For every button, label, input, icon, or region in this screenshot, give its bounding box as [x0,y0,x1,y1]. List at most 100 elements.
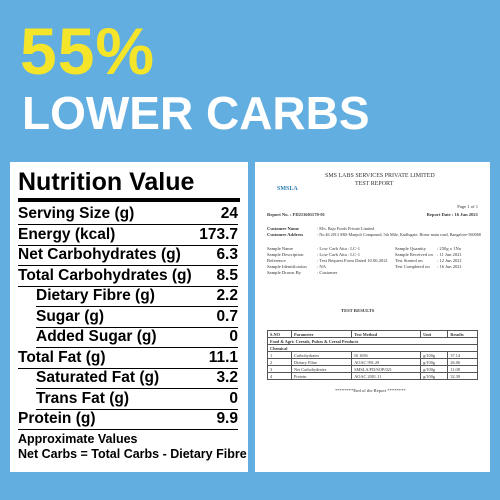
logo: SMSLA [277,186,298,192]
nutrition-row: Protein (g) 9.9 [18,409,238,430]
end-note: ********End of the Report ******** [335,388,406,393]
nutrition-row: Total Carbohydrates (g) 8.5 [18,266,238,287]
nutrient-label: Total Carbohydrates (g) [18,266,192,284]
nutrition-row: Added Sugar (g) 0 [36,327,238,348]
nutrient-label: Saturated Fat (g) [36,369,160,386]
nutrient-value: 24 [220,205,238,222]
nutrition-row: Sugar (g) 0.7 [36,307,238,328]
info-field: : Low Carb Atta : LC-1 [317,252,360,257]
table-row: 3 Net Carbohydrates SMSLA/FD/SOP/021 g/100g… [266,365,478,373]
report-date: Report Date : 16 Jun 2021 [426,212,478,217]
table-cell: Carbohydrates [291,351,353,359]
header-cell: Parameter [291,330,353,338]
nutrition-row: Net Carbohydrates (g) 6.3 [18,245,238,266]
table-cell: 2 [266,358,293,366]
nutrient-label: Net Carbohydrates (g) [18,246,181,263]
results-title: TEST RESULTS [341,308,375,313]
doc-title: TEST REPORT [355,181,394,187]
header-cell: Test Method [351,330,422,338]
report-card: SMSLA SMS LABS SERVICES PRIVATE LIMITED … [255,162,490,472]
table-header: S.NO Parameter Test Method Unit Results [266,330,478,338]
info-value: : No.46 2013 SRS Manjuli Compound, 5th M… [317,232,481,237]
info-field: : Test Request Form Dated 10.06.2021 [317,258,388,263]
nutrient-value: 9.9 [216,410,238,427]
info-field: : Low Carb Atta : LC-1 [317,246,360,251]
info-field: Sample Received on [395,252,433,257]
table-cell: 3 [266,365,293,373]
table-cell: IS 1656 [351,351,422,359]
nutrition-row: Energy (kcal) 173.7 [18,225,238,246]
table-row: 1 Carbohydrates IS 1656 g/100g 37.14 [266,351,478,359]
report-no: Report No. : FD211601170-01 [267,212,325,217]
nutrition-card: Nutrition Value Serving Size (g) 24 Energy… [10,162,248,472]
info-label: Customer Name [267,226,299,231]
table-cell: 26.06 [447,358,478,366]
group-cell: Chemical [267,344,478,352]
table-row: 4 Protein AOAC 2001.11 g/100g 32.39 [266,372,478,380]
nutrient-value: 0 [229,328,238,345]
info-field: Sample Name [267,246,293,251]
nutrient-value: 3.2 [216,369,238,386]
info-field: Sample Description [267,252,304,257]
nutrient-value: 173.7 [199,225,238,243]
info-field: Sample Identification [267,264,307,269]
info-field: : 11 Jun 2021 [437,252,462,257]
nutrient-value: 8.5 [216,266,238,284]
table-cell: g/100g [420,351,449,359]
page-no: Page 1 of 1 [457,204,478,209]
table-cell: g/100g [420,365,449,373]
nutrition-title: Nutrition Value [18,168,195,196]
info-field: : NA [317,264,327,269]
info-field: : 250g x 1No [437,246,462,251]
group-cell: Food & Agri: Cereals, Pulses & Cereal Pr… [267,337,478,345]
nutrient-label: Sugar (g) [36,307,105,325]
nutrition-row: Serving Size (g) 24 [18,204,238,225]
info-field: Test Completed on [395,264,430,269]
nutrition-row: Trans Fat (g) 0 [36,389,238,410]
group-row: Food & Agri: Cereals, Pulses & Cereal Pr… [267,337,478,345]
header-cell: Unit [420,330,449,338]
nutrient-value: 2.2 [216,287,238,304]
info-field: Sample Quantity [395,246,427,251]
nutrient-label: Trans Fat (g) [36,389,130,407]
nutrient-label: Serving Size (g) [18,205,135,222]
table-cell: g/100g [420,372,449,380]
nutrition-note: Approximate Values [18,432,138,446]
nutrition-row: Total Fat (g) 11.1 [18,348,238,369]
headline-text: LOWER CARBS [22,87,370,139]
headline-percent: 55% [20,14,156,88]
nutrient-value: 11.1 [208,348,238,366]
nutrient-label: Added Sugar (g) [36,328,157,345]
table-cell: Protein [291,372,353,380]
header-cell: Results [447,330,478,338]
table-cell: SMSLA/FD/SOP/021 [351,365,422,373]
table-cell: 37.14 [447,351,478,359]
nutrient-label: Protein (g) [18,410,96,427]
nutrient-value: 0.7 [216,307,238,325]
info-field: Reference [267,258,286,263]
nutrition-row: Saturated Fat (g) 3.2 [36,368,238,389]
divider [18,198,240,202]
info-field: : 12 Jun 2021 [437,258,462,263]
results-table: S.NO Parameter Test Method Unit Results Food … [266,330,478,380]
info-field: Sample Drawn By [267,270,301,275]
nutrient-value: 6.3 [216,246,238,263]
nutrition-row: Dietary Fibre (g) 2.2 [36,286,238,307]
table-cell: 4 [266,372,293,380]
table-cell: 32.39 [447,372,478,380]
nutrition-note: Net Carbs = Total Carbs - Dietary Fibre [18,447,247,461]
table-cell: g/100g [420,358,449,366]
subgroup-row: Chemical [267,344,478,352]
table-cell: 11.08 [447,365,478,373]
table-cell: Dietary Fibre [291,358,353,366]
nutrient-label: Energy (kcal) [18,225,116,243]
table-cell: 1 [266,351,293,359]
info-value: : M/s. Bajo Foods Private Limited [317,226,375,231]
info-field: Test Started on [395,258,423,263]
info-field: : 16 Jun 2021 [437,264,462,269]
info-field: : Customer [317,270,338,275]
table-cell: Net Carbohydrates [291,365,353,373]
table-row: 2 Dietary Fibre AOAC 991.29 g/100g 26.06 [266,358,478,366]
company: SMS LABS SERVICES PRIVATE LIMITED [325,173,435,179]
